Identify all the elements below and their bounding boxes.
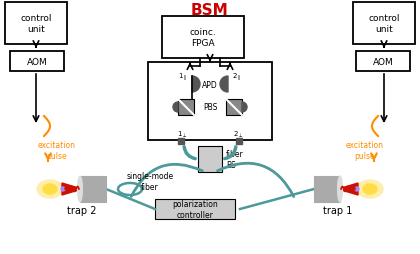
Ellipse shape	[357, 180, 383, 198]
Text: single-mode
fiber: single-mode fiber	[126, 172, 173, 191]
Text: coinc.
FPGA: coinc. FPGA	[189, 28, 216, 47]
Bar	[314, 176, 340, 202]
Bar	[162, 17, 244, 59]
Text: AOM: AOM	[26, 57, 47, 66]
Bar	[10, 52, 64, 72]
Ellipse shape	[355, 187, 359, 191]
Bar	[178, 100, 194, 116]
Ellipse shape	[78, 176, 82, 202]
Wedge shape	[242, 103, 247, 113]
Bar	[353, 3, 415, 45]
Wedge shape	[192, 77, 200, 93]
Bar	[148, 63, 272, 140]
Text: control
unit: control unit	[368, 14, 400, 34]
Bar	[198, 146, 222, 172]
Ellipse shape	[363, 184, 377, 194]
Text: 1$_\perp$: 1$_\perp$	[177, 129, 187, 139]
Text: AOM: AOM	[373, 57, 394, 66]
Text: excitation
pulse: excitation pulse	[346, 141, 384, 160]
Ellipse shape	[61, 187, 65, 191]
Text: control
unit: control unit	[20, 14, 52, 34]
Text: polarization
controller: polarization controller	[172, 199, 218, 219]
Text: excitation
pulse: excitation pulse	[38, 141, 76, 160]
Bar	[80, 176, 106, 202]
Bar	[155, 199, 235, 219]
Ellipse shape	[338, 176, 342, 202]
Text: APD: APD	[202, 80, 218, 89]
Wedge shape	[173, 103, 178, 113]
Bar	[5, 3, 67, 45]
Polygon shape	[62, 183, 82, 195]
Text: trap 1: trap 1	[323, 205, 353, 215]
Text: BSM: BSM	[191, 3, 229, 18]
Bar	[178, 138, 184, 145]
Bar	[226, 100, 242, 116]
Text: 1$_\parallel$: 1$_\parallel$	[178, 71, 188, 82]
Text: trap 2: trap 2	[67, 205, 97, 215]
Text: PBS: PBS	[203, 103, 217, 112]
Text: fiber
BS: fiber BS	[226, 150, 244, 169]
Text: 2$_\perp$: 2$_\perp$	[233, 129, 243, 139]
Wedge shape	[220, 77, 228, 93]
Polygon shape	[338, 183, 358, 195]
Bar	[236, 138, 242, 145]
Ellipse shape	[43, 184, 57, 194]
Text: 2$_\parallel$: 2$_\parallel$	[232, 71, 241, 82]
Ellipse shape	[37, 180, 63, 198]
Bar	[356, 52, 410, 72]
